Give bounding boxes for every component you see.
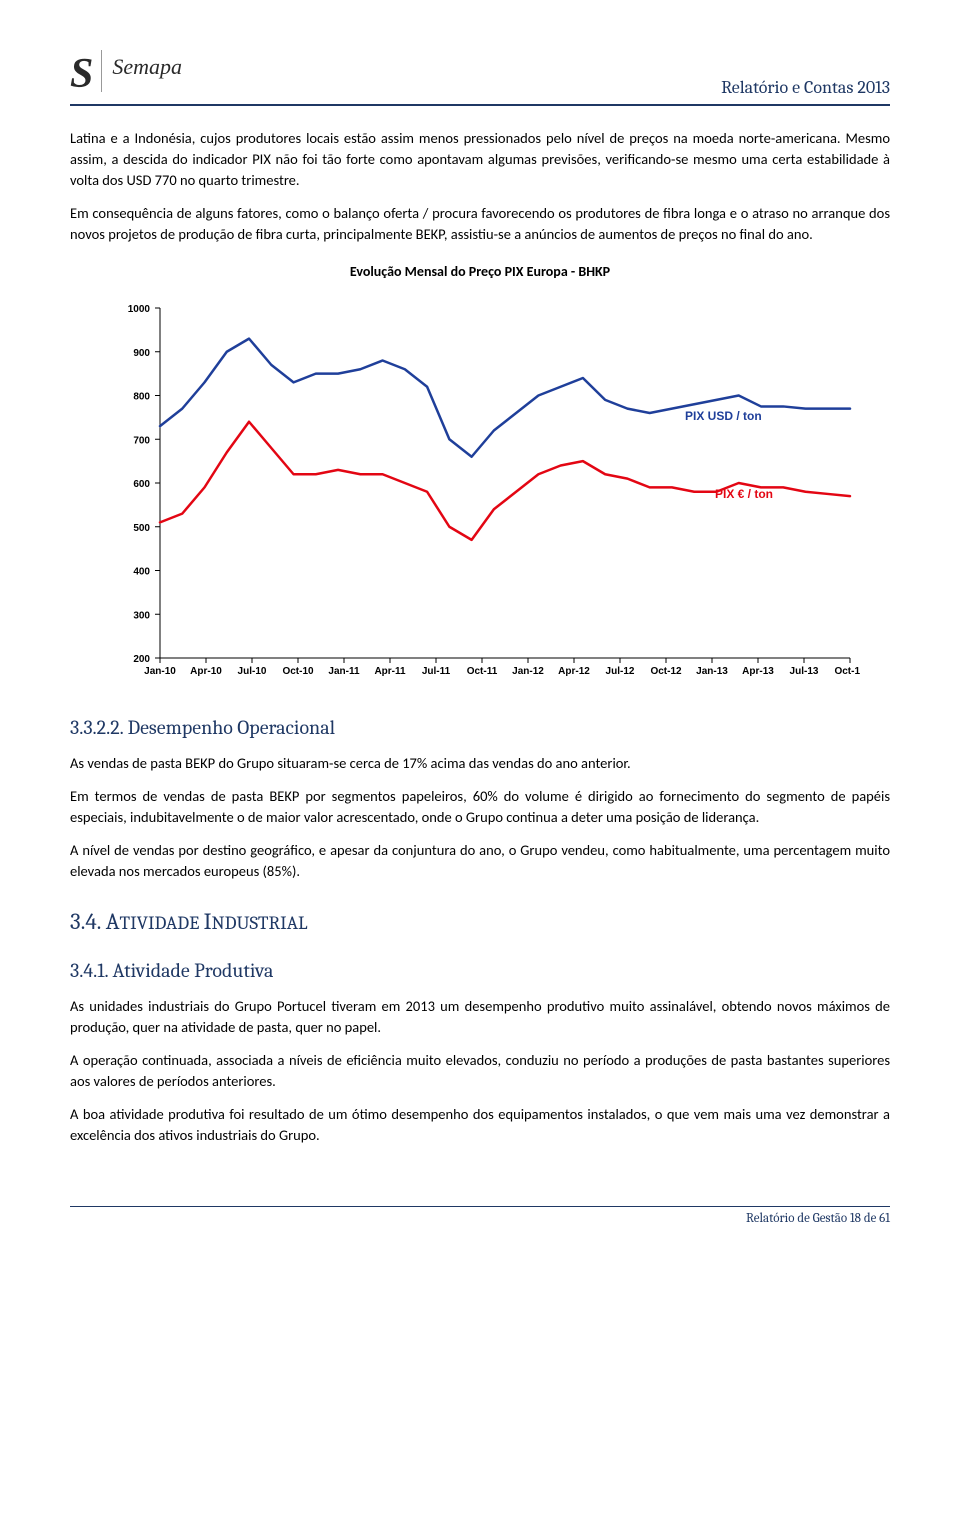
section-number: 3.4.1. (70, 959, 112, 982)
svg-text:Oct-12: Oct-12 (650, 666, 682, 677)
paragraph-1: Latina e a Indonésia, cujos produtores l… (70, 128, 890, 191)
section-number: 3.3.2.2. (70, 716, 128, 739)
section-341-p2: A operação continuada, associada a nívei… (70, 1050, 890, 1092)
section-title: Atividade Produtiva (112, 959, 273, 982)
section-heading-341: 3.4.1. Atividade Produtiva (70, 959, 890, 982)
svg-text:Oct-10: Oct-10 (282, 666, 314, 677)
section-3322-p3: A nível de vendas por destino geográfico… (70, 840, 890, 882)
line-chart: 200 300 400 500 600 700 800 900 1000 Jan-10 Apr-10… (100, 298, 860, 688)
svg-text:Oct-13: Oct-13 (834, 666, 860, 677)
paragraph-2: Em consequência de alguns fatores, como … (70, 203, 890, 245)
svg-text:Apr-11: Apr-11 (374, 666, 406, 677)
footer-text: Relatório de Gestão 18 de 61 (746, 1211, 890, 1226)
svg-text:PIX € / ton: PIX € / ton (715, 487, 773, 501)
svg-text:Jul-10: Jul-10 (238, 666, 267, 677)
section-3322-p2: Em termos de vendas de pasta BEKP por se… (70, 786, 890, 828)
svg-text:400: 400 (133, 567, 150, 578)
svg-text:Jan-10: Jan-10 (144, 666, 176, 677)
logo-divider (101, 50, 102, 92)
page-footer: Relatório de Gestão 18 de 61 (70, 1206, 890, 1226)
svg-text:200: 200 (133, 654, 150, 665)
section-title-part: TIVIDADE (120, 912, 204, 934)
svg-text:900: 900 (133, 348, 150, 359)
svg-text:Jul-11: Jul-11 (422, 666, 451, 677)
section-title-part: NDUSTRIAL (212, 912, 308, 934)
section-3322-p1: As vendas de pasta BEKP do Grupo situara… (70, 753, 890, 774)
svg-text:1000: 1000 (128, 304, 151, 315)
svg-text:Apr-13: Apr-13 (742, 666, 774, 677)
svg-text:Jul-13: Jul-13 (790, 666, 819, 677)
svg-text:Jan-12: Jan-12 (512, 666, 544, 677)
logo: S Semapa (70, 50, 182, 98)
svg-text:600: 600 (133, 479, 150, 490)
chart-title: Evolução Mensal do Preço PIX Europa - BH… (70, 263, 890, 280)
logo-name: Semapa (112, 54, 182, 80)
svg-text:Oct-11: Oct-11 (467, 666, 498, 677)
section-title-part: A (106, 908, 120, 935)
svg-text:PIX USD / ton: PIX USD / ton (685, 409, 762, 423)
section-number: 3.4. (70, 908, 106, 935)
logo-s-glyph: S (70, 50, 91, 98)
svg-text:Apr-10: Apr-10 (190, 666, 222, 677)
chart-block: Evolução Mensal do Preço PIX Europa - BH… (70, 263, 890, 688)
section-heading-34: 3.4. ATIVIDADE INDUSTRIAL (70, 908, 890, 935)
svg-text:300: 300 (133, 610, 150, 621)
page-header: S Semapa Relatório e Contas 2013 (70, 50, 890, 106)
section-heading-3322: 3.3.2.2. Desempenho Operacional (70, 716, 890, 739)
header-title: Relatório e Contas 2013 (721, 77, 890, 98)
svg-text:Jul-12: Jul-12 (606, 666, 635, 677)
svg-text:500: 500 (133, 523, 150, 534)
svg-text:Jan-13: Jan-13 (696, 666, 728, 677)
section-341-p3: A boa atividade produtiva foi resultado … (70, 1104, 890, 1146)
section-341-p1: As unidades industriais do Grupo Portuce… (70, 996, 890, 1038)
section-title: Desempenho Operacional (128, 716, 335, 739)
svg-text:Jan-11: Jan-11 (328, 666, 360, 677)
svg-text:700: 700 (133, 435, 150, 446)
section-title-part: I (204, 908, 212, 935)
svg-text:800: 800 (133, 392, 150, 403)
svg-text:Apr-12: Apr-12 (558, 666, 590, 677)
